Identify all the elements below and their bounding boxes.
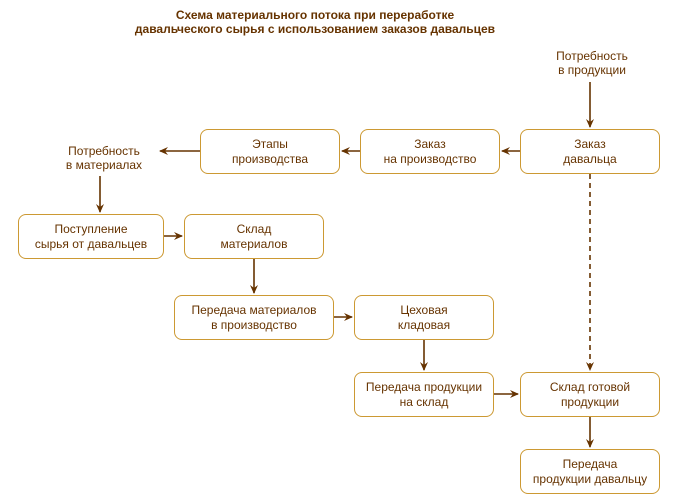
node-n-transfer-mat: Передача материалов в производство <box>174 295 334 340</box>
diagram-title: Схема материального потока при переработ… <box>100 8 530 36</box>
node-n-deliver: Передача продукции давальцу <box>520 449 660 494</box>
label-lbl-demand-material: Потребность в материалах <box>44 144 164 172</box>
node-n-raw-in: Поступление сырья от давальцев <box>18 214 164 259</box>
node-n-shop-store: Цеховая кладовая <box>354 295 494 340</box>
node-n-fg-warehouse: Склад готовой продукции <box>520 372 660 417</box>
node-n-order-cust: Заказ давальца <box>520 129 660 174</box>
label-lbl-demand-product: Потребность в продукции <box>532 49 652 77</box>
node-n-stages: Этапы производства <box>200 129 340 174</box>
node-n-warehouse: Склад материалов <box>184 214 324 259</box>
node-n-transfer-prod: Передача продукции на склад <box>354 372 494 417</box>
node-n-order-prod: Заказ на производство <box>360 129 500 174</box>
flowchart-canvas: Схема материального потока при переработ… <box>0 0 685 502</box>
